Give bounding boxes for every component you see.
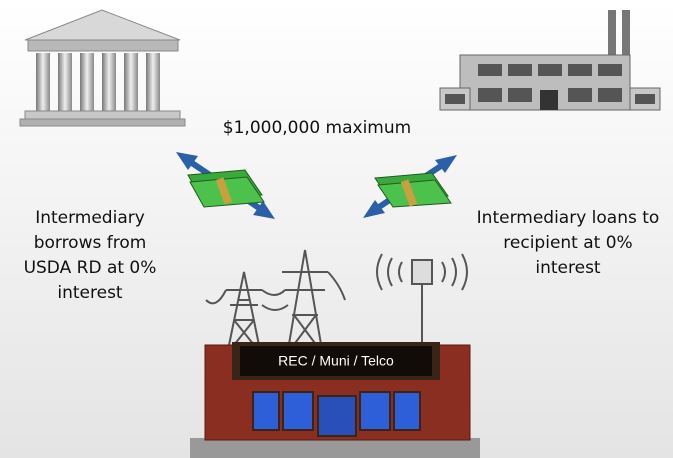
factory-part-part <box>538 64 562 76</box>
factory-part-part <box>598 88 622 102</box>
factory-part-part <box>598 64 622 76</box>
government-building-part <box>25 111 180 119</box>
factory-part-part <box>478 88 502 102</box>
store-sign: REC / Muni / Telco <box>278 353 394 369</box>
government-building-part <box>28 40 178 51</box>
government-building-part-part <box>146 53 160 111</box>
factory-part-part <box>635 94 655 104</box>
diagram: $1,000,000 maximum Intermediary borrows f… <box>0 0 673 458</box>
store-building-part-part <box>253 392 279 430</box>
store-building-part-part <box>283 392 313 430</box>
government-building-part-part <box>124 53 138 111</box>
factory-part-part <box>568 88 592 102</box>
factory-part-part <box>478 64 502 76</box>
government-building-part-part <box>36 53 50 111</box>
store-building-part <box>253 392 420 436</box>
text-line: Intermediary loans to <box>477 208 660 228</box>
factory-part-part <box>445 94 465 104</box>
text-line: Intermediary <box>35 208 145 228</box>
antenna-part <box>412 260 432 284</box>
store-building: REC / Muni / Telco <box>190 342 480 458</box>
text-line: interest <box>535 258 601 278</box>
government-building-part-part <box>80 53 94 111</box>
store-building-part-part <box>318 396 356 436</box>
government-building-part-part <box>102 53 116 111</box>
page: {"amount_label": "$1,000,000 maximum", "… <box>0 0 673 458</box>
text-line: USDA RD at 0% <box>24 258 157 278</box>
store-building-part-part <box>394 392 420 430</box>
factory-part-part <box>508 88 532 102</box>
factory-part <box>540 90 558 110</box>
store-building-part <box>190 438 480 458</box>
store-building-part-part <box>360 392 390 430</box>
text-line: recipient at 0% <box>503 233 632 253</box>
amount-label: $1,000,000 maximum <box>223 118 411 138</box>
text-line: borrows from <box>34 233 147 253</box>
government-building-part-part <box>58 53 72 111</box>
text-line: interest <box>57 283 123 303</box>
government-building-part <box>20 119 185 126</box>
factory-part-part <box>568 64 592 76</box>
factory-part-part <box>508 64 532 76</box>
